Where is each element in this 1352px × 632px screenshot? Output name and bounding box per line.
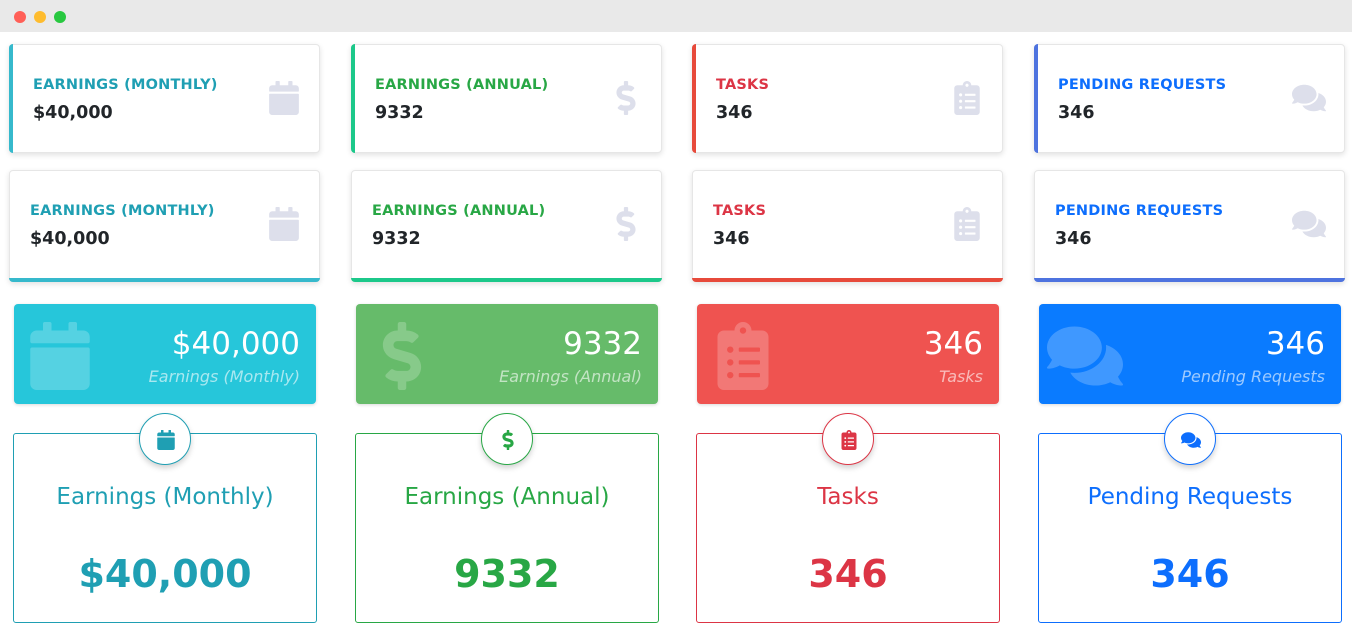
calendar-icon [22,322,98,390]
comments-icon [1164,413,1216,465]
card-label: EARNINGS (MONTHLY) [30,203,215,219]
card-label: EARNINGS (ANNUAL) [375,77,549,93]
card-value: $40,000 [30,229,110,249]
card-label: Pending Requests [1181,367,1325,386]
card-earnings-monthly-left-border: EARNINGS (MONTHLY) $40,000 [9,44,320,153]
card-earnings-annual-filled: 9332 Earnings (Annual) [356,304,658,404]
accent-bar [1034,44,1038,153]
card-title: Earnings (Monthly) [56,484,274,510]
clipboard-icon [705,322,781,390]
card-value: 346 [923,326,983,362]
window-titlebar [0,0,1352,32]
card-label: TASKS [716,77,770,93]
card-label: PENDING REQUESTS [1058,77,1227,93]
comments-icon [1292,207,1326,241]
maximize-window-button[interactable] [54,11,66,23]
clipboard-icon [822,413,874,465]
card-earnings-annual-left-border: EARNINGS (ANNUAL) 9332 [351,44,662,153]
accent-bar [692,278,1003,282]
card-label: PENDING REQUESTS [1055,203,1224,219]
clipboard-icon [950,81,984,115]
card-value: 9332 [372,229,421,249]
dollar-icon [609,207,643,241]
dollar-icon [481,413,533,465]
accent-bar [351,278,662,282]
minimize-window-button[interactable] [34,11,46,23]
card-value: $40,000 [78,552,252,596]
card-label: TASKS [713,203,767,219]
card-label: EARNINGS (MONTHLY) [33,77,218,93]
calendar-icon [267,207,301,241]
card-earnings-monthly-bottom-border: EARNINGS (MONTHLY) $40,000 [9,170,320,282]
card-pending-requests-outlined: Pending Requests 346 [1038,413,1342,623]
comments-icon [1047,322,1123,390]
card-pending-requests-bottom-border: PENDING REQUESTS 346 [1034,170,1345,282]
card-value: 9332 [454,552,560,596]
card-value: 346 [713,229,750,249]
card-value: 346 [1055,229,1092,249]
accent-bar [351,44,355,153]
card-value: 346 [808,552,888,596]
card-value: 346 [716,103,753,123]
card-value: 346 [1058,103,1095,123]
card-tasks-bottom-border: TASKS 346 [692,170,1003,282]
card-pending-requests-left-border: PENDING REQUESTS 346 [1034,44,1345,153]
card-label: Earnings (Monthly) [148,367,300,386]
accent-bar [1034,278,1345,282]
close-window-button[interactable] [14,11,26,23]
calendar-icon [139,413,191,465]
card-pending-requests-filled: 346 Pending Requests [1039,304,1341,404]
accent-bar [692,44,696,153]
card-earnings-monthly-outlined: Earnings (Monthly) $40,000 [13,413,317,623]
card-earnings-annual-bottom-border: EARNINGS (ANNUAL) 9332 [351,170,662,282]
card-earnings-monthly-filled: $40,000 Earnings (Monthly) [14,304,316,404]
card-value: 346 [1265,326,1325,362]
dollar-icon [609,81,643,115]
card-value: 346 [1150,552,1230,596]
card-title: Pending Requests [1087,484,1293,510]
calendar-icon [267,81,301,115]
card-label: EARNINGS (ANNUAL) [372,203,546,219]
accent-bar [9,278,320,282]
card-title: Tasks [817,484,879,510]
card-value: 9332 [563,326,642,362]
card-earnings-annual-outlined: Earnings (Annual) 9332 [355,413,659,623]
card-tasks-left-border: TASKS 346 [692,44,1003,153]
card-tasks-outlined: Tasks 346 [696,413,1000,623]
card-value: $40,000 [171,326,300,362]
card-label: Tasks [939,367,983,386]
comments-icon [1292,81,1326,115]
card-value: 9332 [375,103,424,123]
dollar-icon [364,322,440,390]
clipboard-icon [950,207,984,241]
card-title: Earnings (Annual) [404,484,610,510]
card-label: Earnings (Annual) [499,367,642,386]
card-tasks-filled: 346 Tasks [697,304,999,404]
card-value: $40,000 [33,103,113,123]
accent-bar [9,44,13,153]
